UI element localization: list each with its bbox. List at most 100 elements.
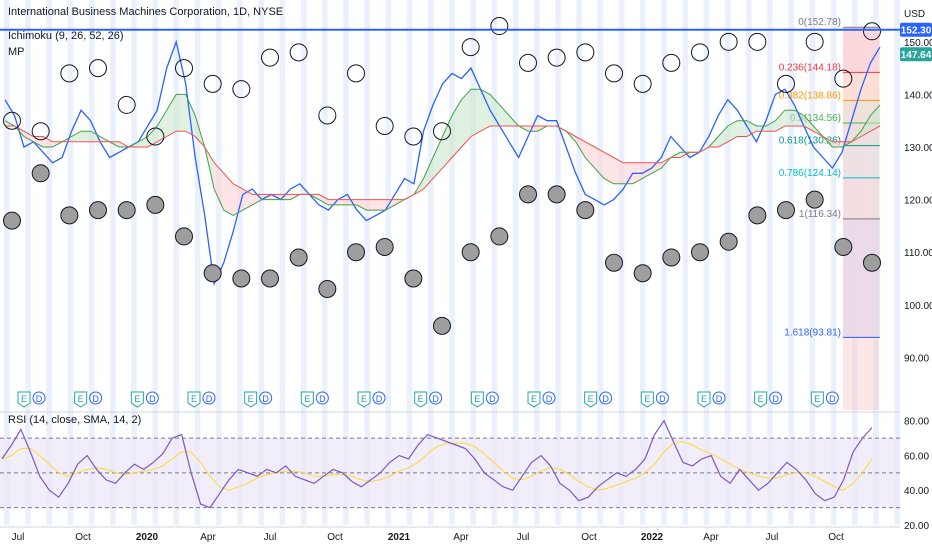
pivot-low-marker	[3, 211, 21, 230]
earnings-marker[interactable]	[130, 391, 144, 408]
pivot-low-marker	[777, 201, 795, 220]
earnings-marker[interactable]	[414, 391, 428, 408]
earnings-marker[interactable]	[300, 391, 314, 408]
main-price-pane[interactable]: 0(152.78) 0.236(144.18) 0.382(138.86) 0.5(1…	[0, 17, 900, 410]
dividend-marker[interactable]	[485, 391, 499, 405]
dividend-marker[interactable]	[769, 391, 783, 405]
time-axis-tick: Oct	[828, 532, 844, 543]
dividend-marker[interactable]	[315, 391, 329, 405]
earnings-marker-label: E	[78, 394, 84, 404]
dividend-marker-label: D	[772, 394, 779, 404]
earnings-marker[interactable]	[244, 391, 258, 408]
dividend-marker[interactable]	[32, 391, 46, 405]
rsi-title[interactable]: RSI (14, close, SMA, 14, 2)	[8, 414, 141, 426]
ichimoku-cloud-segment	[623, 162, 633, 184]
pivot-high-marker	[175, 59, 193, 78]
ichimoku-cloud-segment	[832, 141, 842, 148]
earnings-marker[interactable]	[810, 391, 824, 408]
ichimoku-cloud-segment	[90, 131, 101, 142]
pivot-high-marker	[691, 43, 709, 62]
pivot-high-marker	[547, 48, 566, 67]
pivot-low-marker	[461, 243, 480, 262]
earnings-marker[interactable]	[357, 391, 371, 408]
price-axis-tick: 150.00	[904, 38, 932, 49]
ichimoku-cloud-segment	[33, 136, 44, 148]
dividend-marker-label: D	[829, 394, 836, 404]
day-band	[767, 0, 773, 525]
dividend-marker[interactable]	[655, 391, 669, 405]
earnings-marker-label: E	[814, 394, 820, 404]
earnings-marker[interactable]	[470, 391, 484, 408]
pivot-low-marker	[175, 227, 193, 246]
pivot-low-marker	[404, 269, 423, 288]
pivot-low-marker	[719, 232, 738, 251]
earnings-marker-label: E	[21, 394, 27, 404]
time-axis[interactable]: Jul Oct 2020 Apr Jul Oct 2021 Apr Jul Oct 2022 Apr J…	[0, 526, 900, 543]
fib-level-label: 1(116.34)	[799, 209, 841, 220]
earnings-marker[interactable]	[640, 391, 654, 408]
price-axis-tick: 100.00	[904, 301, 932, 312]
time-axis-tick: Apr	[453, 532, 469, 543]
pivot-low-marker	[261, 269, 279, 288]
rsi-pane[interactable]	[0, 419, 900, 509]
dividend-marker[interactable]	[89, 391, 103, 405]
pivot-high-marker	[834, 69, 853, 88]
earnings-marker[interactable]	[187, 391, 201, 408]
price-line	[4, 39, 881, 287]
fib-zone	[843, 145, 880, 178]
indicator-mp-label[interactable]: MP	[8, 46, 25, 58]
earnings-marker[interactable]	[527, 391, 541, 408]
day-band	[25, 0, 31, 525]
price-axis[interactable]: 152.30 147.64 90.00 100.00 110.00 120.00 130.0…	[900, 22, 932, 365]
pivot-high-marker	[232, 80, 251, 99]
pivot-high-marker	[289, 43, 308, 62]
indicator-ichimoku-label[interactable]: Ichimoku (9, 26, 52, 26)	[8, 30, 124, 42]
pivot-high-marker	[605, 64, 623, 83]
dividend-marker[interactable]	[202, 391, 216, 405]
earnings-marker[interactable]	[17, 391, 31, 408]
day-band	[279, 0, 286, 525]
dividend-marker[interactable]	[259, 391, 273, 405]
ichimoku-cloud-segment	[337, 199, 348, 205]
rsi-axis-tick: 20.00	[904, 521, 929, 532]
dividend-marker[interactable]	[599, 391, 613, 405]
rsi-axis[interactable]: 20.00 40.00 60.00 80.00	[904, 417, 929, 532]
dividend-marker[interactable]	[542, 391, 556, 405]
price-badge[interactable]	[900, 22, 932, 37]
fib-zone	[843, 27, 880, 73]
pivot-low-marker	[576, 201, 595, 220]
earnings-marker[interactable]	[754, 391, 768, 408]
pivot-high-marker	[633, 74, 652, 93]
dividend-marker-label: D	[546, 394, 553, 404]
pivot-low-marker	[519, 185, 537, 204]
pivot-high-marker	[490, 17, 509, 36]
earnings-marker-label: E	[531, 394, 537, 404]
fib-level-label: 0.5(134.56)	[790, 113, 841, 124]
dividend-marker[interactable]	[372, 391, 386, 405]
day-band	[597, 0, 604, 525]
dividend-marker[interactable]	[712, 391, 726, 405]
dividend-marker[interactable]	[429, 391, 443, 405]
pivot-high-marker	[31, 122, 50, 141]
pivot-high-marker	[719, 32, 738, 51]
pivot-high-marker	[347, 64, 365, 83]
price-badge[interactable]	[900, 47, 932, 62]
earnings-marker[interactable]	[697, 391, 711, 408]
dividend-marker-label: D	[432, 394, 439, 404]
day-band	[216, 0, 222, 525]
dividend-marker-label: D	[659, 394, 666, 404]
earnings-marker[interactable]	[584, 391, 598, 408]
earnings-marker[interactable]	[74, 391, 88, 408]
pivot-low-marker	[318, 280, 337, 299]
earnings-marker-label: E	[248, 394, 254, 404]
dividend-marker[interactable]	[145, 391, 159, 405]
dividend-marker-label: D	[36, 394, 43, 404]
ichimoku-cloud-segment	[765, 120, 776, 132]
ichimoku-cloud-segment	[604, 152, 614, 184]
day-band	[110, 0, 116, 525]
pivot-high-marker	[519, 53, 537, 72]
price-badge-label: 152.30	[901, 26, 932, 37]
day-band	[894, 0, 900, 525]
dividend-marker[interactable]	[825, 391, 839, 405]
